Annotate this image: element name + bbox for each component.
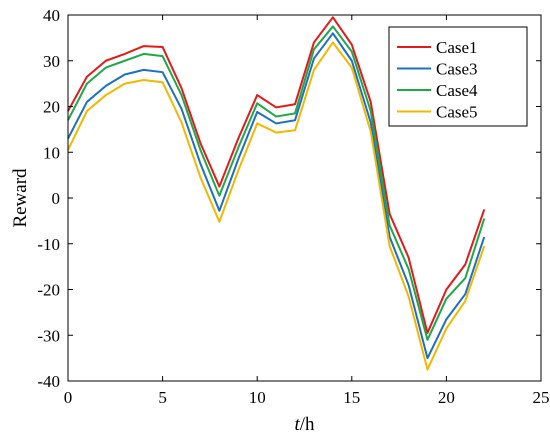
x-tick-label: 10: [249, 388, 266, 407]
series-lines: [67, 16, 486, 371]
y-tick-label: -10: [37, 235, 60, 254]
y-tick-label: 10: [43, 143, 60, 162]
legend-box: [388, 26, 528, 127]
y-tick-label: 20: [43, 98, 60, 117]
legend-label-case3: Case3: [436, 60, 478, 79]
y-tick-label: 30: [43, 52, 60, 71]
legend-label-case4: Case4: [436, 81, 478, 100]
y-axis-label: Reward: [10, 168, 31, 228]
x-axis-label-italic: t: [294, 414, 300, 435]
x-axis-label: t/h: [294, 414, 315, 435]
x-tick-label: 5: [158, 388, 167, 407]
legend: Case1 Case3 Case4 Case5: [388, 26, 528, 127]
y-tick-label: 40: [43, 6, 60, 25]
axes: 0 5 10 15 20 25 40 30 20 10 0 -10 -20 -30 -40: [37, 6, 549, 407]
y-tick-label: -20: [37, 281, 60, 300]
y-tick-label: -40: [37, 372, 60, 391]
x-tick-label: 0: [64, 388, 73, 407]
y-tick-label: -30: [37, 326, 60, 345]
series-line-case4: [67, 25, 486, 341]
x-axis-label-unit: /h: [300, 414, 315, 435]
legend-label-case5: Case5: [436, 103, 478, 122]
x-tick-label: 20: [438, 388, 455, 407]
x-tick-label: 25: [533, 388, 550, 407]
series-line-case1: [67, 16, 486, 334]
series-line-case3: [67, 32, 486, 360]
legend-label-case1: Case1: [436, 38, 478, 57]
x-tick-label: 15: [343, 388, 360, 407]
series-line-case5: [67, 41, 486, 371]
y-tick-label: 0: [52, 189, 61, 208]
